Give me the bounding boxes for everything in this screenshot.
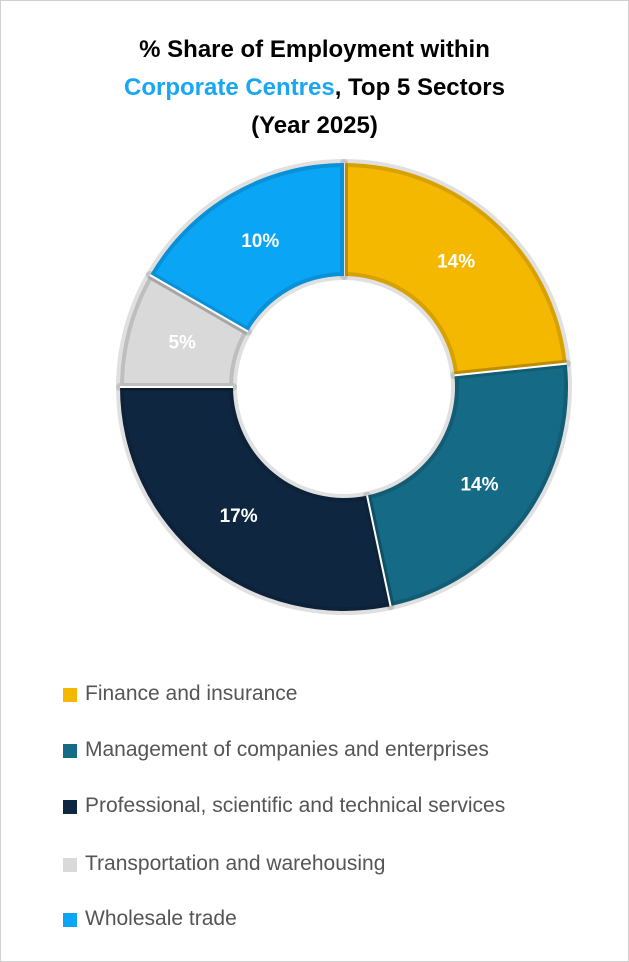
chart-title: % Share of Employment within Corporate C… — [1, 31, 628, 145]
title-highlight: Corporate Centres — [124, 74, 335, 101]
data-label: 5% — [168, 333, 196, 354]
legend-item: Wholesale trade — [63, 906, 237, 932]
data-label: 17% — [220, 506, 258, 527]
legend-label: Transportation and warehousing — [85, 852, 386, 875]
legend-item: Professional, scientific and technical s… — [63, 793, 505, 819]
segment-gap — [149, 274, 249, 333]
donut-segment — [340, 159, 571, 380]
segment-gap — [454, 362, 567, 377]
donut-segment — [116, 383, 395, 615]
legend-swatch — [63, 858, 77, 872]
title-line: (Year 2025) — [251, 112, 378, 139]
donut-segment — [363, 359, 572, 611]
legend-label: Finance and insurance — [85, 682, 298, 705]
legend-item: Management of companies and enterprises — [63, 737, 489, 763]
donut-segment — [116, 271, 252, 391]
legend-swatch — [63, 913, 77, 927]
data-label: 14% — [460, 474, 498, 495]
donut-segment — [146, 159, 348, 336]
data-label: 14% — [437, 252, 475, 273]
legend-swatch — [63, 744, 77, 758]
data-label: 10% — [241, 231, 279, 252]
legend-label: Management of companies and enterprises — [85, 738, 489, 761]
title-line: % Share of Employment within — [139, 36, 490, 63]
legend-item: Finance and insurance — [63, 681, 297, 707]
legend-label: Professional, scientific and technical s… — [85, 794, 506, 817]
legend-label: Wholesale trade — [85, 907, 237, 930]
legend-swatch — [63, 800, 77, 814]
legend-swatch — [63, 688, 77, 702]
legend-item: Transportation and warehousing — [63, 851, 385, 877]
title-part: , Top 5 Sectors — [334, 74, 505, 101]
segment-gap — [366, 495, 392, 607]
title-line: Corporate Centres, Top 5 Sectors — [1, 69, 628, 107]
